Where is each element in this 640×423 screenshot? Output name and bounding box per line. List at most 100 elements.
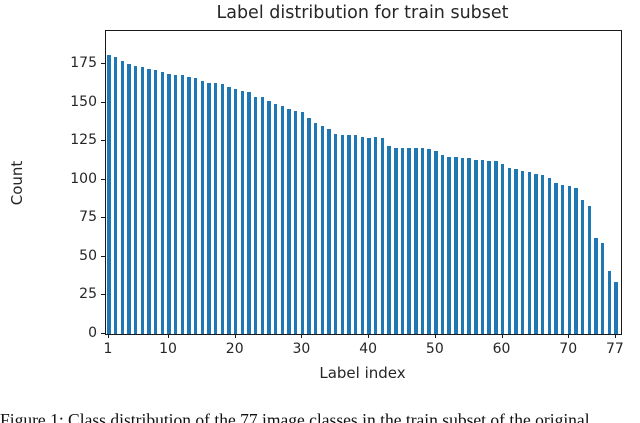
bar — [567, 186, 571, 334]
x-tick — [234, 334, 236, 338]
y-axis-label: Count — [8, 160, 26, 206]
y-tick — [101, 294, 105, 296]
bar — [514, 169, 518, 334]
x-tick-label: 1 — [103, 341, 113, 357]
bar — [260, 96, 265, 334]
bar — [307, 118, 311, 334]
y-tick-label: 175 — [70, 55, 97, 72]
bar — [474, 159, 478, 334]
bar — [607, 270, 611, 334]
x-tick — [301, 334, 303, 338]
bar — [220, 84, 225, 334]
x-tick — [108, 334, 109, 338]
y-tick-label: 50 — [79, 247, 97, 264]
bar — [234, 88, 238, 334]
bar — [594, 238, 598, 334]
bar — [194, 78, 198, 334]
bar — [160, 72, 165, 334]
bar — [294, 110, 298, 334]
bar — [587, 206, 591, 334]
bar — [174, 75, 178, 334]
bar — [113, 56, 118, 334]
bar — [360, 136, 365, 334]
x-tick — [168, 334, 170, 338]
bar — [500, 164, 505, 334]
bar — [440, 155, 445, 334]
x-tick-label: 40 — [359, 341, 378, 357]
bar — [400, 147, 405, 334]
bar — [254, 96, 258, 334]
bar — [147, 68, 151, 334]
bar — [454, 156, 458, 334]
bar — [180, 75, 185, 334]
bar — [140, 67, 145, 334]
bar — [520, 170, 525, 334]
bar — [547, 178, 551, 334]
bar — [300, 112, 305, 334]
bar — [200, 81, 205, 334]
y-tick-label: 150 — [70, 93, 97, 110]
x-tick-label: 20 — [225, 341, 244, 357]
bar — [247, 92, 251, 334]
bar — [447, 156, 451, 334]
bar — [487, 161, 491, 334]
y-tick — [101, 333, 105, 334]
bar — [414, 147, 418, 334]
bar — [227, 87, 231, 334]
bar — [394, 147, 398, 334]
bar — [534, 173, 538, 334]
y-tick-label: 75 — [79, 209, 97, 226]
bar — [107, 55, 111, 334]
bar — [600, 243, 605, 334]
bar — [314, 122, 318, 334]
y-tick — [101, 101, 105, 103]
bar — [167, 73, 171, 334]
bar — [214, 82, 218, 334]
y-tick — [101, 255, 105, 257]
plot-area — [105, 30, 622, 335]
x-tick-label: 77 — [605, 341, 624, 357]
bar — [207, 82, 211, 334]
bar — [374, 136, 378, 334]
bar — [367, 138, 371, 334]
bar — [320, 125, 325, 334]
chart-title: Label distribution for train subset — [216, 3, 509, 23]
bar — [554, 182, 558, 334]
bar — [420, 147, 425, 334]
x-axis-label: Label index — [319, 364, 406, 382]
bar — [407, 147, 411, 334]
bar — [127, 64, 131, 334]
figure-caption: Figure 1: Class distribution of the 77 i… — [0, 410, 590, 423]
x-tick — [614, 334, 616, 338]
y-tick — [101, 178, 105, 180]
bar — [480, 159, 485, 334]
x-tick-label: 70 — [559, 341, 578, 357]
bar — [540, 175, 545, 334]
bar — [527, 172, 531, 334]
bar — [434, 150, 438, 334]
bar — [614, 281, 618, 334]
bar — [574, 187, 578, 334]
y-tick — [101, 140, 105, 142]
bar — [580, 199, 585, 334]
bar — [287, 109, 291, 334]
bar — [153, 70, 158, 334]
y-tick — [101, 63, 105, 65]
bar — [334, 133, 338, 334]
bar — [187, 76, 191, 334]
bar — [560, 184, 565, 334]
bar — [240, 90, 245, 334]
bar — [133, 65, 138, 334]
x-tick-label: 50 — [425, 341, 444, 357]
bar — [274, 104, 278, 334]
bar — [120, 61, 125, 334]
y-tick-label: 0 — [88, 325, 97, 341]
bar — [380, 138, 385, 334]
x-tick — [501, 334, 503, 338]
x-tick — [568, 334, 570, 338]
y-tick-label: 125 — [70, 132, 97, 149]
bar — [494, 161, 498, 334]
bar — [507, 167, 511, 334]
x-tick-label: 60 — [492, 341, 511, 357]
